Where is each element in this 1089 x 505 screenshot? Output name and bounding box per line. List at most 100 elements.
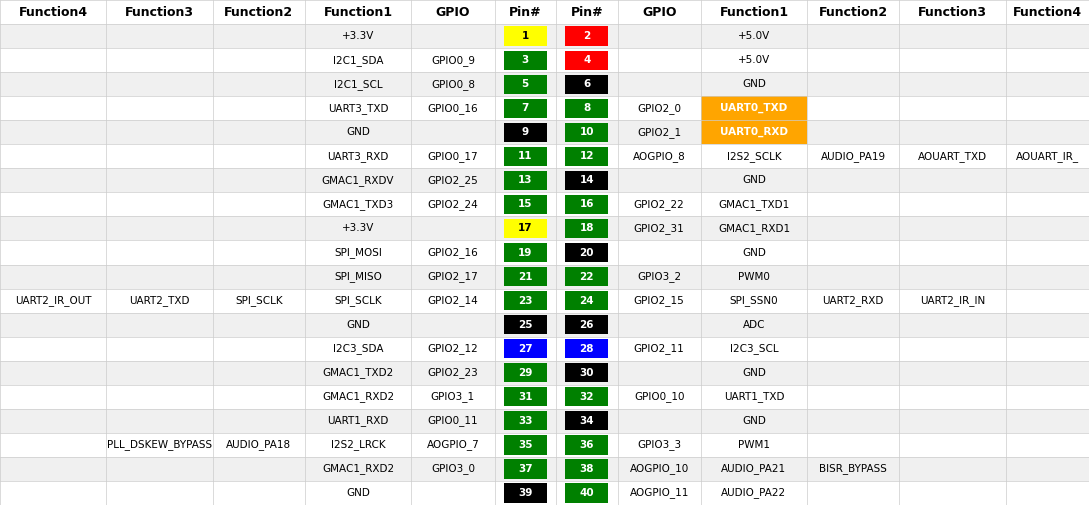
Text: 36: 36 [579, 440, 594, 450]
FancyBboxPatch shape [1006, 337, 1089, 361]
FancyBboxPatch shape [617, 48, 701, 72]
Text: GPIO0_10: GPIO0_10 [634, 391, 684, 402]
FancyBboxPatch shape [807, 313, 900, 337]
FancyBboxPatch shape [0, 144, 1089, 168]
Text: SPI_MISO: SPI_MISO [334, 271, 382, 282]
FancyBboxPatch shape [504, 171, 547, 190]
FancyBboxPatch shape [504, 50, 547, 70]
FancyBboxPatch shape [807, 168, 900, 192]
FancyBboxPatch shape [107, 409, 212, 433]
Text: 38: 38 [579, 464, 594, 474]
FancyBboxPatch shape [565, 363, 609, 382]
FancyBboxPatch shape [212, 24, 305, 48]
Text: 13: 13 [518, 175, 533, 185]
FancyBboxPatch shape [900, 192, 1006, 217]
FancyBboxPatch shape [807, 433, 900, 457]
FancyBboxPatch shape [565, 171, 609, 190]
Text: GND: GND [346, 320, 370, 330]
Text: 32: 32 [579, 392, 594, 402]
FancyBboxPatch shape [412, 433, 494, 457]
Text: I2C1_SCL: I2C1_SCL [333, 79, 382, 89]
Text: 25: 25 [518, 320, 533, 330]
Text: 6: 6 [583, 79, 590, 89]
FancyBboxPatch shape [305, 48, 412, 72]
FancyBboxPatch shape [900, 217, 1006, 240]
FancyBboxPatch shape [900, 457, 1006, 481]
FancyBboxPatch shape [617, 120, 701, 144]
FancyBboxPatch shape [565, 75, 609, 94]
Text: GMAC1_RXD1: GMAC1_RXD1 [718, 223, 790, 234]
FancyBboxPatch shape [107, 48, 212, 72]
FancyBboxPatch shape [807, 337, 900, 361]
FancyBboxPatch shape [212, 217, 305, 240]
Text: UART3_TXD: UART3_TXD [328, 103, 389, 114]
Text: 22: 22 [579, 272, 594, 282]
FancyBboxPatch shape [807, 240, 900, 265]
Text: GPIO2_23: GPIO2_23 [428, 367, 478, 378]
FancyBboxPatch shape [107, 217, 212, 240]
FancyBboxPatch shape [0, 120, 1089, 144]
Text: SPI_SCLK: SPI_SCLK [235, 295, 283, 306]
FancyBboxPatch shape [617, 96, 701, 120]
Text: GPIO3_2: GPIO3_2 [637, 271, 682, 282]
Text: GMAC1_TXD1: GMAC1_TXD1 [719, 199, 790, 210]
Text: GPIO2_25: GPIO2_25 [428, 175, 478, 186]
FancyBboxPatch shape [1006, 240, 1089, 265]
FancyBboxPatch shape [617, 24, 701, 48]
Text: +3.3V: +3.3V [342, 31, 375, 41]
FancyBboxPatch shape [701, 144, 807, 168]
FancyBboxPatch shape [900, 96, 1006, 120]
FancyBboxPatch shape [305, 72, 412, 96]
Text: GPIO2_12: GPIO2_12 [428, 343, 478, 354]
FancyBboxPatch shape [900, 361, 1006, 385]
Text: 1: 1 [522, 31, 529, 41]
FancyBboxPatch shape [900, 337, 1006, 361]
FancyBboxPatch shape [212, 48, 305, 72]
FancyBboxPatch shape [0, 240, 107, 265]
FancyBboxPatch shape [0, 409, 107, 433]
FancyBboxPatch shape [565, 460, 609, 479]
FancyBboxPatch shape [305, 481, 412, 505]
FancyBboxPatch shape [0, 144, 107, 168]
FancyBboxPatch shape [617, 481, 701, 505]
FancyBboxPatch shape [504, 483, 547, 502]
Text: 11: 11 [518, 152, 533, 161]
FancyBboxPatch shape [0, 457, 107, 481]
FancyBboxPatch shape [107, 96, 212, 120]
FancyBboxPatch shape [504, 291, 547, 310]
FancyBboxPatch shape [1006, 288, 1089, 313]
FancyBboxPatch shape [305, 0, 412, 24]
FancyBboxPatch shape [701, 120, 807, 144]
Text: UART1_TXD: UART1_TXD [724, 391, 784, 402]
FancyBboxPatch shape [504, 387, 547, 407]
Text: 16: 16 [579, 199, 594, 210]
FancyBboxPatch shape [1006, 217, 1089, 240]
Text: GND: GND [742, 175, 766, 185]
FancyBboxPatch shape [0, 313, 107, 337]
FancyBboxPatch shape [1006, 433, 1089, 457]
FancyBboxPatch shape [1006, 409, 1089, 433]
FancyBboxPatch shape [107, 361, 212, 385]
FancyBboxPatch shape [412, 96, 494, 120]
FancyBboxPatch shape [504, 146, 547, 166]
Text: UART0_TXD: UART0_TXD [720, 103, 787, 113]
Text: +3.3V: +3.3V [342, 223, 375, 233]
FancyBboxPatch shape [305, 361, 412, 385]
FancyBboxPatch shape [807, 72, 900, 96]
FancyBboxPatch shape [412, 217, 494, 240]
Text: AUDIO_PA21: AUDIO_PA21 [721, 464, 786, 474]
FancyBboxPatch shape [900, 433, 1006, 457]
FancyBboxPatch shape [617, 361, 701, 385]
FancyBboxPatch shape [107, 240, 212, 265]
FancyBboxPatch shape [900, 240, 1006, 265]
FancyBboxPatch shape [212, 240, 305, 265]
FancyBboxPatch shape [0, 288, 1089, 313]
FancyBboxPatch shape [412, 385, 494, 409]
FancyBboxPatch shape [807, 217, 900, 240]
FancyBboxPatch shape [0, 217, 107, 240]
FancyBboxPatch shape [1006, 72, 1089, 96]
Text: 39: 39 [518, 488, 533, 498]
FancyBboxPatch shape [107, 72, 212, 96]
Text: 9: 9 [522, 127, 529, 137]
FancyBboxPatch shape [504, 195, 547, 214]
